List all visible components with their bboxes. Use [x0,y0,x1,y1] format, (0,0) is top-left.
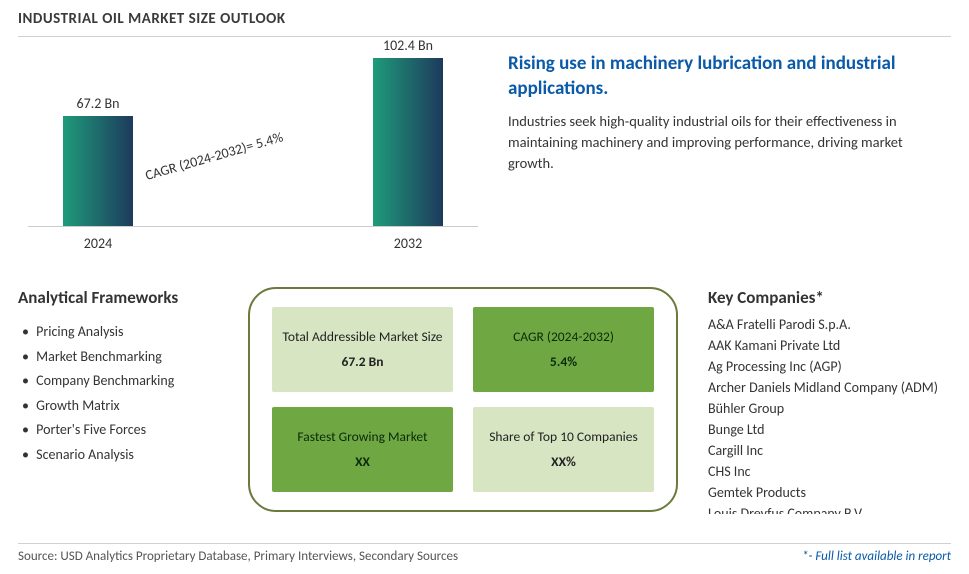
framework-item: Company Benchmarking [22,369,233,394]
bar-chart: 67.2 Bn2024102.4 Bn2032CAGR (2024-2032)=… [18,47,488,262]
info-box: Share of Top 10 Companies XX% [473,407,654,492]
info-box-value: XX [355,453,370,470]
description: Industries seek high-quality industrial … [508,111,941,174]
bar-x-label: 2024 [48,235,148,252]
cagr-annotation: CAGR (2024-2032)= 5.4% [143,128,285,184]
divider-top [18,36,951,37]
info-box-label: CAGR (2024-2032) [507,329,620,346]
framework-item: Pricing Analysis [22,320,233,345]
framework-item: Market Benchmarking [22,345,233,370]
info-box-value: 5.4% [550,353,577,370]
bar-x-label: 2032 [358,235,458,252]
company-item: Bunge Ltd [708,419,951,440]
bar-value-label: 102.4 Bn [358,37,458,54]
source-text: Source: USD Analytics Proprietary Databa… [18,549,458,564]
frameworks-list: Pricing AnalysisMarket BenchmarkingCompa… [18,320,233,467]
company-item: Cargill Inc [708,440,951,461]
company-item: A&A Fratelli Parodi S.p.A. [708,314,951,335]
info-box: Fastest Growing Market XX [272,407,453,492]
info-box: Total Addressible Market Size 67.2 Bn [272,307,453,392]
framework-item: Porter's Five Forces [22,418,233,443]
companies-list: A&A Fratelli Parodi S.p.A.AAK Kamani Pri… [708,314,951,514]
footer: Source: USD Analytics Proprietary Databa… [18,537,951,564]
company-item: Ag Processing Inc (AGP) [708,356,951,377]
framework-item: Growth Matrix [22,394,233,419]
divider-bottom [18,543,951,544]
bar-value-label: 67.2 Bn [48,95,148,112]
frameworks-column: Analytical Frameworks Pricing AnalysisMa… [18,287,233,514]
info-box-value: 67.2 Bn [342,353,384,370]
footnote: *- Full list available in report [802,549,951,564]
info-box-label: Total Addressible Market Size [276,329,448,346]
summary-text: Rising use in machinery lubrication and … [508,47,951,262]
headline: Rising use in machinery lubrication and … [508,52,941,101]
bottom-row: Analytical Frameworks Pricing AnalysisMa… [18,287,951,514]
top-row: 67.2 Bn2024102.4 Bn2032CAGR (2024-2032)=… [18,47,951,262]
company-item: AAK Kamani Private Ltd [708,335,951,356]
info-box-grid: Total Addressible Market Size 67.2 Bn CAGR… [248,287,678,512]
frameworks-title: Analytical Frameworks [18,287,233,308]
company-item: Archer Daniels Midland Company (ADM) [708,377,951,398]
framework-item: Scenario Analysis [22,443,233,468]
page-title: INDUSTRIAL OIL MARKET SIZE OUTLOOK [18,10,951,28]
company-item: CHS Inc [708,461,951,482]
companies-title: Key Companies* [708,287,951,308]
info-box-label: Fastest Growing Market [291,429,433,446]
info-box-value: XX% [551,453,576,470]
info-box: CAGR (2024-2032) 5.4% [473,307,654,392]
info-box-label: Share of Top 10 Companies [483,429,644,446]
chart-bar [63,116,133,226]
company-item: Bühler Group [708,398,951,419]
company-item: Gemtek Products [708,482,951,503]
chart-bar [373,58,443,226]
companies-column: Key Companies* A&A Fratelli Parodi S.p.A… [693,287,951,514]
company-item: Louis Dreyfus Company B.V. [708,503,951,514]
